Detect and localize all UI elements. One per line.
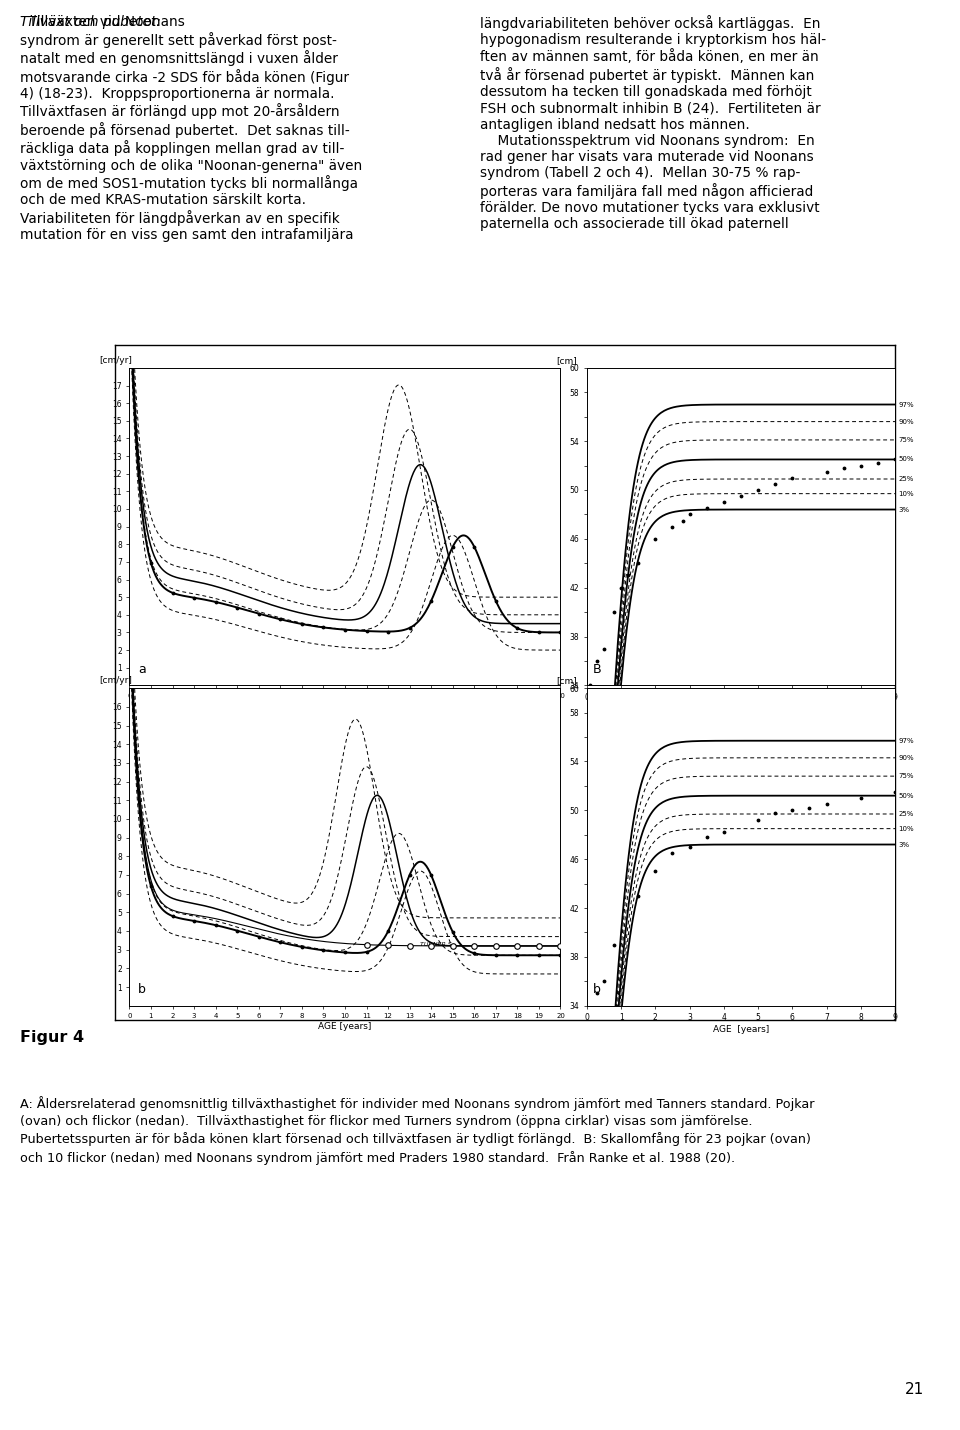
X-axis label: AGE [years]: AGE [years]: [319, 702, 372, 711]
Text: 75%: 75%: [899, 438, 914, 443]
Text: 90%: 90%: [899, 755, 914, 761]
Text: 25%: 25%: [899, 811, 914, 817]
Text: 97%: 97%: [899, 738, 914, 744]
Text: [cm]: [cm]: [556, 356, 577, 365]
Text: 90%: 90%: [899, 419, 914, 425]
X-axis label: AGE [years]: AGE [years]: [319, 1022, 372, 1031]
X-axis label: AGE  [years]: AGE [years]: [713, 1025, 769, 1034]
Text: B: B: [593, 662, 602, 675]
Text: Tillväxt och pubetet:: Tillväxt och pubetet:: [20, 14, 161, 29]
Text: längdvariabiliteten behöver också kartläggas.  En
hypogonadism resulterande i kr: längdvariabiliteten behöver också kartlä…: [480, 14, 827, 232]
Text: 10%: 10%: [899, 825, 914, 832]
Text: 50%: 50%: [899, 456, 914, 462]
Text: 75%: 75%: [899, 774, 914, 779]
Text: 25%: 25%: [899, 476, 914, 482]
Text: 50%: 50%: [899, 792, 914, 799]
Text: a: a: [138, 662, 146, 675]
Text: [cm]: [cm]: [556, 676, 577, 685]
Text: TURNER S.: TURNER S.: [420, 942, 454, 947]
Text: Figur 4: Figur 4: [20, 1030, 84, 1045]
Text: 10%: 10%: [899, 490, 914, 496]
Text: A: Åldersrelaterad genomsnittlig tillväxthastighet för individer med Noonans syn: A: Åldersrelaterad genomsnittlig tillväx…: [20, 1095, 814, 1164]
Text: 21: 21: [905, 1383, 924, 1397]
Text: 97%: 97%: [899, 402, 914, 408]
Text: Tillväxten vid Noonans
syndrom är generellt sett påverkad först post-
natalt med: Tillväxten vid Noonans syndrom är genere…: [20, 14, 362, 242]
Text: 3%: 3%: [899, 506, 909, 512]
Text: b: b: [593, 982, 601, 997]
Text: [cm/yr]: [cm/yr]: [99, 356, 132, 365]
Text: [cm/yr]: [cm/yr]: [99, 676, 132, 685]
X-axis label: AGE  [years]: AGE [years]: [713, 705, 769, 714]
Text: 3%: 3%: [899, 841, 909, 848]
Text: b: b: [138, 982, 146, 997]
